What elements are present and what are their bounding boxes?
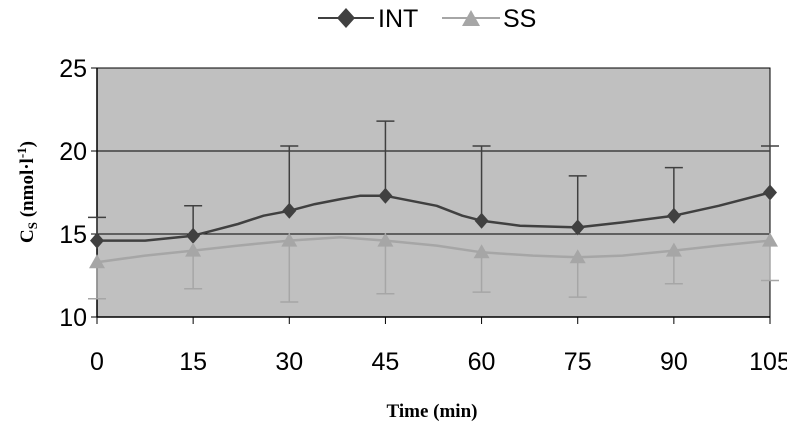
y-axis-title-superscript: -1: [14, 147, 29, 158]
legend-item-ss: SS: [442, 5, 536, 33]
x-tick-label: 105: [749, 348, 787, 376]
legend: INT SS: [318, 5, 536, 33]
y-axis-title-unit: (nmol·l: [17, 158, 38, 222]
x-tick-label: 75: [564, 348, 592, 376]
x-tick-label: 90: [660, 348, 688, 376]
legend-int-label: INT: [378, 5, 418, 33]
y-axis-title: CS (nmol·l-1): [14, 141, 40, 243]
x-tick-labels: 0 15 30 45 60 75 90 105: [90, 348, 787, 376]
y-axis-title-close: ): [17, 141, 38, 147]
x-axis-title: Time (min): [387, 401, 478, 422]
x-tick-label: 60: [468, 348, 496, 376]
legend-item-int: INT: [318, 5, 418, 33]
y-axis-title-subscript: S: [25, 222, 40, 229]
x-tick-label: 45: [372, 348, 400, 376]
y-tick-label: 20: [59, 138, 87, 166]
x-tick-label: 30: [275, 348, 303, 376]
legend-int-diamond-marker: [337, 8, 355, 28]
plot-area: [97, 68, 770, 317]
y-tick-labels: 10 15 20 25: [59, 55, 87, 332]
y-tick-label: 15: [59, 221, 87, 249]
x-tick-label: 0: [90, 348, 104, 376]
x-tick-label: 15: [179, 348, 207, 376]
legend-ss-label: SS: [503, 5, 536, 33]
y-tick-label: 25: [59, 55, 87, 83]
y-tick-label: 10: [59, 304, 87, 332]
y-axis-title-main: C: [17, 229, 38, 243]
